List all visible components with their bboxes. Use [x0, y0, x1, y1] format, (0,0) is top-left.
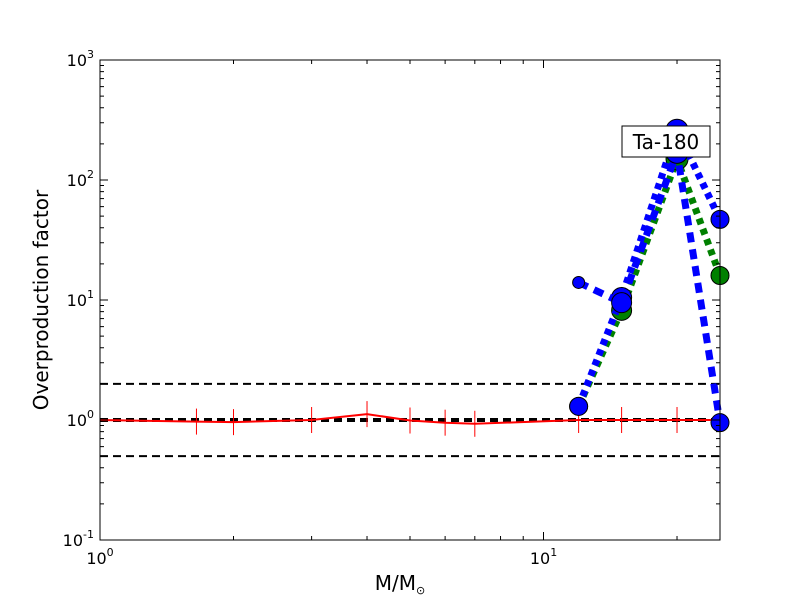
- y-tick-exponent: 3: [87, 48, 94, 61]
- y-tick-base: 10: [67, 411, 87, 430]
- y-tick-label: 10-1: [63, 528, 94, 550]
- y-tick-base: 10: [63, 531, 83, 550]
- x-axis-label-main: M/M: [375, 571, 416, 595]
- annotation-box: Ta-180: [621, 125, 711, 158]
- x-axis-label-subscript: ⊙: [416, 584, 425, 597]
- data-point: [611, 292, 633, 314]
- x-tick-exponent: 1: [550, 546, 557, 559]
- x-tick-base: 10: [530, 549, 550, 568]
- y-tick-label: 103: [67, 48, 94, 70]
- x-tick-label: 100: [86, 546, 113, 568]
- y-tick-base: 10: [67, 51, 87, 70]
- data-point: [569, 396, 589, 416]
- y-tick-label: 102: [67, 168, 94, 190]
- y-tick-exponent: 2: [87, 168, 94, 181]
- x-tick-exponent: 0: [107, 546, 114, 559]
- y-tick-exponent: 0: [87, 408, 94, 421]
- series-3: [572, 138, 730, 433]
- data-point: [572, 275, 586, 289]
- annotation-frame: [621, 125, 711, 158]
- series-line: [575, 120, 724, 408]
- y-tick-label: 100: [67, 408, 94, 430]
- x-tick-label: 101: [530, 546, 557, 568]
- x-tick-base: 10: [86, 549, 106, 568]
- y-tick-label: 101: [67, 288, 94, 310]
- y-tick-base: 10: [67, 291, 87, 310]
- series-line: [99, 413, 720, 425]
- y-tick-base: 10: [67, 171, 87, 190]
- annotation-label: Ta-180: [632, 130, 700, 154]
- x-axis-label: M/M⊙: [375, 571, 425, 597]
- y-tick-exponent: 1: [87, 288, 94, 301]
- y-tick-exponent: -1: [83, 528, 94, 541]
- series-line: [577, 138, 724, 424]
- series-0: [99, 401, 721, 437]
- y-axis-label: Overproduction factor: [29, 189, 53, 410]
